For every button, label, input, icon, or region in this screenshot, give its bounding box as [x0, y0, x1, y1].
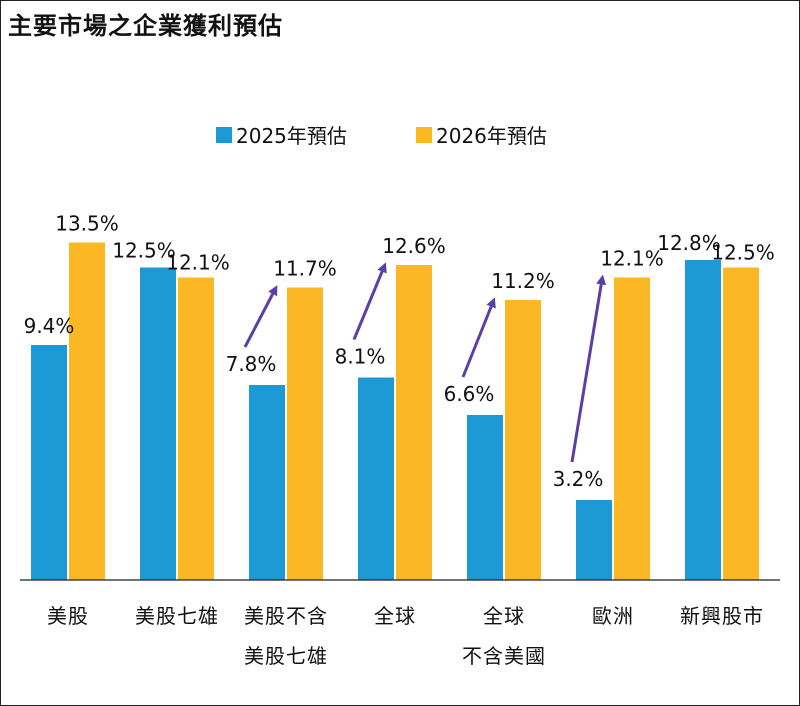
bar — [396, 265, 432, 580]
category-label: 歐洲 — [592, 604, 634, 628]
bar — [249, 385, 285, 580]
legend-swatch — [416, 127, 432, 143]
bar — [505, 300, 541, 580]
data-label: 12.5% — [711, 241, 775, 265]
chart-title: 主要市場之企業獲利預估 — [8, 12, 283, 40]
category-label: 新興股市 — [680, 604, 764, 628]
data-label: 12.1% — [600, 247, 664, 271]
bar — [69, 242, 105, 580]
data-label: 7.8% — [226, 352, 277, 376]
increase-arrow — [461, 297, 496, 378]
bar — [31, 345, 67, 580]
bar — [576, 500, 612, 580]
category-label: 美股不含 — [244, 604, 328, 628]
increase-arrow — [352, 262, 387, 341]
bar — [723, 267, 759, 580]
data-label: 8.1% — [335, 345, 386, 369]
category-label: 全球 — [374, 604, 416, 628]
increase-arrow — [243, 285, 278, 348]
bar — [614, 277, 650, 580]
data-label: 9.4% — [24, 314, 75, 338]
bar — [178, 277, 214, 580]
category-label: 美股七雄 — [244, 644, 328, 668]
legend-label: 2025年預估 — [236, 124, 347, 148]
data-label: 11.7% — [273, 257, 337, 281]
category-label: 美股 — [47, 604, 89, 628]
data-label: 13.5% — [55, 212, 119, 236]
data-label: 12.1% — [166, 251, 230, 275]
bar — [140, 267, 176, 580]
legend-swatch — [216, 127, 232, 143]
category-label: 美股七雄 — [135, 604, 219, 628]
bar — [467, 415, 503, 580]
data-label: 3.2% — [553, 467, 604, 491]
data-label: 12.8% — [657, 231, 721, 255]
bar — [287, 287, 323, 580]
bar — [685, 260, 721, 580]
data-label: 6.6% — [444, 382, 495, 406]
data-label: 12.5% — [112, 239, 176, 263]
data-label: 11.2% — [491, 269, 555, 293]
category-label: 全球 — [483, 604, 525, 628]
data-label: 12.6% — [382, 234, 446, 258]
increase-arrow — [570, 274, 607, 463]
category-label: 不含美國 — [462, 644, 546, 668]
legend-label: 2026年預估 — [436, 124, 547, 148]
bar — [358, 377, 394, 580]
